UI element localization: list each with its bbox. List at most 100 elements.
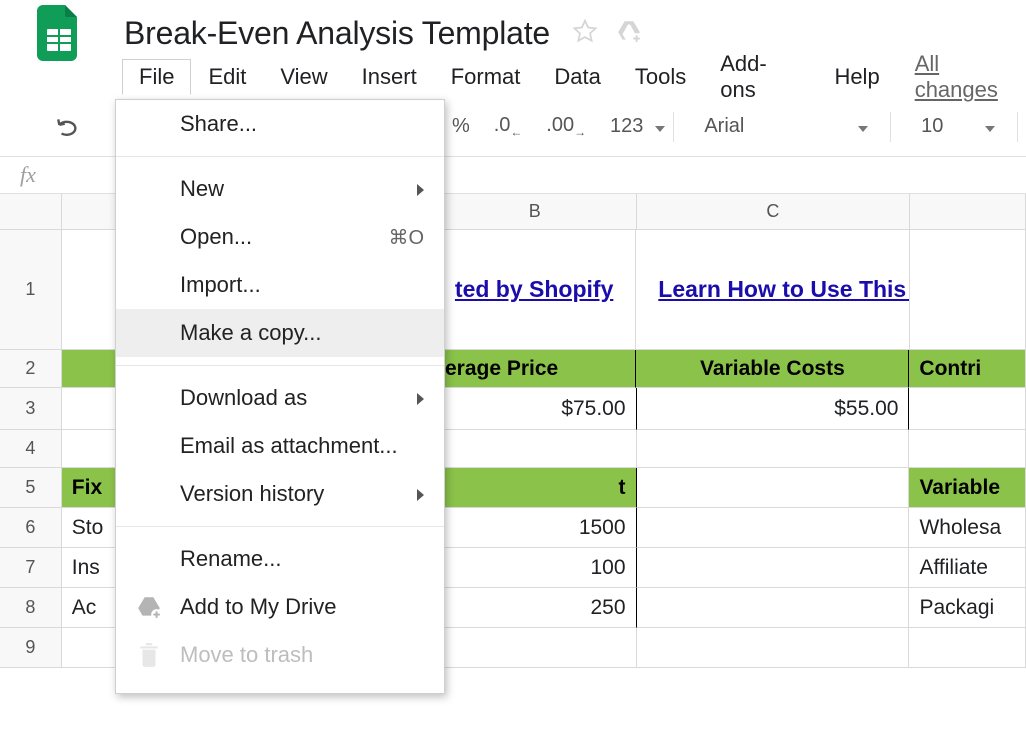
col-header-c[interactable]: C bbox=[637, 194, 910, 230]
menu-make-a-copy-label: Make a copy... bbox=[180, 320, 321, 346]
file-menu-dropdown: Share... New Open... ⌘O Import... Make a… bbox=[115, 99, 445, 694]
document-title[interactable]: Break-Even Analysis Template bbox=[124, 15, 550, 52]
menu-import[interactable]: Import... bbox=[116, 261, 444, 309]
menu-email-attachment[interactable]: Email as attachment... bbox=[116, 422, 444, 470]
menu-view[interactable]: View bbox=[263, 59, 344, 95]
font-family-select[interactable]: Arial bbox=[682, 107, 882, 147]
cell-d7[interactable]: Affiliate bbox=[909, 548, 1026, 588]
star-icon[interactable] bbox=[572, 18, 598, 49]
row-header-9[interactable]: 9 bbox=[0, 628, 62, 668]
fx-label: fx bbox=[20, 162, 36, 188]
all-changes-saved[interactable]: All changes bbox=[915, 51, 1026, 103]
menu-tools[interactable]: Tools bbox=[618, 59, 703, 95]
menu-add-to-drive[interactable]: Add to My Drive bbox=[116, 583, 444, 631]
undo-button[interactable] bbox=[46, 107, 90, 147]
decrease-decimal-button[interactable]: .0← bbox=[482, 107, 535, 147]
menu-open[interactable]: Open... ⌘O bbox=[116, 213, 444, 261]
col-header-d[interactable] bbox=[910, 194, 1026, 230]
cell-c7[interactable] bbox=[637, 548, 910, 588]
format-123-button[interactable]: 123 bbox=[598, 107, 665, 147]
cell-c1[interactable]: Learn How to Use This Sp bbox=[636, 230, 909, 350]
menu-share-label: Share... bbox=[180, 111, 257, 137]
menu-open-shortcut: ⌘O bbox=[388, 225, 424, 250]
shopify-link[interactable]: ted by Shopify bbox=[455, 276, 613, 303]
trash-icon bbox=[136, 642, 162, 668]
menu-open-label: Open... bbox=[180, 224, 252, 250]
row-header-4[interactable]: 4 bbox=[0, 430, 62, 468]
menu-rename[interactable]: Rename... bbox=[116, 535, 444, 583]
cell-b2[interactable]: verage Price bbox=[433, 350, 636, 388]
cell-c3[interactable]: $55.00 bbox=[637, 388, 910, 430]
drive-add-icon bbox=[136, 594, 162, 620]
add-to-drive-icon[interactable] bbox=[616, 18, 642, 49]
toolbar-separator bbox=[673, 112, 674, 142]
menu-addons[interactable]: Add-ons bbox=[703, 46, 817, 108]
cell-c2[interactable]: Variable Costs bbox=[636, 350, 909, 388]
menu-move-to-trash: Move to trash bbox=[116, 631, 444, 679]
menu-email-attachment-label: Email as attachment... bbox=[180, 433, 398, 459]
col-header-b[interactable]: B bbox=[434, 194, 637, 230]
cell-b1[interactable]: ted by Shopify bbox=[433, 230, 636, 350]
row-header-6[interactable]: 6 bbox=[0, 508, 62, 548]
cell-b3[interactable]: $75.00 bbox=[433, 388, 636, 430]
menubar: File Edit View Insert Format Data Tools … bbox=[0, 58, 1026, 96]
cell-d2[interactable]: Contri bbox=[909, 350, 1026, 388]
menu-download-as[interactable]: Download as bbox=[116, 374, 444, 422]
font-family-value: Arial bbox=[704, 115, 744, 138]
cell-d5[interactable]: Variable bbox=[909, 468, 1026, 508]
menu-add-to-drive-label: Add to My Drive bbox=[180, 594, 337, 620]
menu-move-to-trash-label: Move to trash bbox=[180, 642, 313, 668]
increase-decimal-button[interactable]: .00→ bbox=[534, 107, 598, 147]
toolbar-separator bbox=[890, 112, 891, 142]
font-size-select[interactable]: 10 bbox=[899, 107, 1009, 147]
cell-d9[interactable] bbox=[909, 628, 1026, 668]
cell-c8[interactable] bbox=[637, 588, 910, 628]
select-all-corner[interactable] bbox=[0, 194, 62, 230]
row-header-3[interactable]: 3 bbox=[0, 388, 62, 430]
menu-format[interactable]: Format bbox=[434, 59, 538, 95]
cell-d4[interactable] bbox=[909, 430, 1026, 468]
cell-b9[interactable] bbox=[433, 628, 636, 668]
cell-b8[interactable]: 250 bbox=[433, 588, 636, 628]
cell-d1[interactable] bbox=[910, 230, 1026, 350]
row-header-8[interactable]: 8 bbox=[0, 588, 62, 628]
title-icons bbox=[572, 18, 642, 49]
menu-make-a-copy[interactable]: Make a copy... bbox=[116, 309, 444, 357]
cell-b4[interactable] bbox=[433, 430, 636, 468]
chevron-down-icon bbox=[985, 115, 995, 138]
menu-help[interactable]: Help bbox=[817, 59, 896, 95]
menu-new-label: New bbox=[180, 176, 224, 202]
menu-file[interactable]: File bbox=[122, 59, 191, 95]
row-header-5[interactable]: 5 bbox=[0, 468, 62, 508]
row-header-2[interactable]: 2 bbox=[0, 350, 62, 388]
cell-c9[interactable] bbox=[637, 628, 910, 668]
cell-b5[interactable]: t bbox=[433, 468, 636, 508]
menu-insert[interactable]: Insert bbox=[345, 59, 434, 95]
menu-data[interactable]: Data bbox=[537, 59, 617, 95]
toolbar-separator bbox=[1017, 112, 1018, 142]
cell-d8[interactable]: Packagi bbox=[909, 588, 1026, 628]
row-header-1[interactable]: 1 bbox=[0, 230, 62, 350]
menu-version-history[interactable]: Version history bbox=[116, 470, 444, 518]
sheets-logo bbox=[36, 3, 82, 63]
cell-c4[interactable] bbox=[637, 430, 910, 468]
menu-separator bbox=[116, 365, 444, 366]
menu-separator bbox=[116, 526, 444, 527]
cell-d3[interactable] bbox=[909, 388, 1026, 430]
submenu-arrow-icon bbox=[417, 385, 424, 411]
chevron-down-icon bbox=[858, 115, 868, 138]
cell-c5[interactable] bbox=[637, 468, 910, 508]
menu-share[interactable]: Share... bbox=[116, 100, 444, 148]
cell-b7[interactable]: 100 bbox=[433, 548, 636, 588]
cell-c6[interactable] bbox=[637, 508, 910, 548]
learn-link[interactable]: Learn How to Use This Sp bbox=[658, 276, 909, 303]
submenu-arrow-icon bbox=[417, 481, 424, 507]
cell-d6[interactable]: Wholesa bbox=[909, 508, 1026, 548]
submenu-arrow-icon bbox=[417, 176, 424, 202]
menu-edit[interactable]: Edit bbox=[191, 59, 263, 95]
menu-new[interactable]: New bbox=[116, 165, 444, 213]
cell-b6[interactable]: 1500 bbox=[433, 508, 636, 548]
row-header-7[interactable]: 7 bbox=[0, 548, 62, 588]
app-header: Break-Even Analysis Template bbox=[0, 0, 1026, 58]
menu-separator bbox=[116, 156, 444, 157]
